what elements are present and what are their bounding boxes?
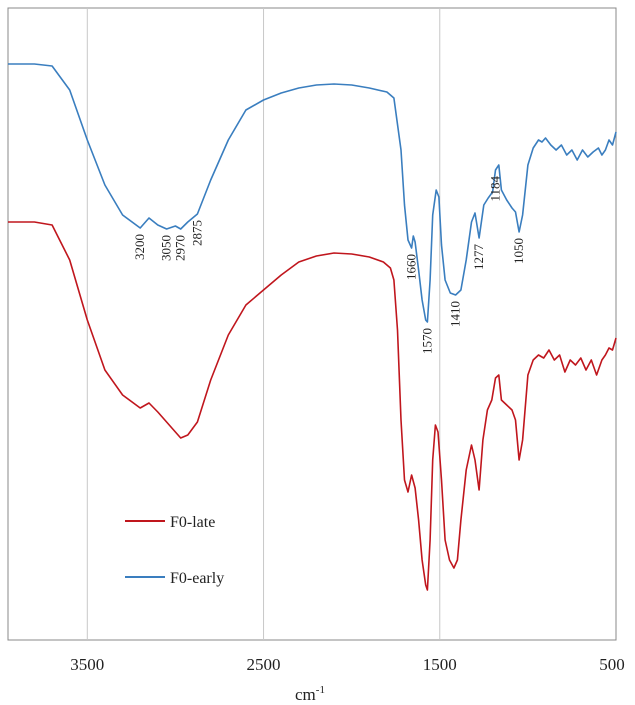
legend-label-early: F0-early [170, 570, 224, 587]
x-tick-label-3500: 3500 [70, 655, 104, 674]
peak-label-2970: 2970 [173, 235, 188, 261]
gridlines [86, 8, 441, 640]
legend: F0-late F0-early [125, 514, 224, 587]
x-tick-labels: 3500 2500 1500 500 [70, 655, 624, 674]
peak-label-1050: 1050 [511, 238, 526, 264]
peak-label-3050: 3050 [159, 235, 174, 261]
x-tick-label-1500: 1500 [423, 655, 457, 674]
x-axis-title: cm-1 [295, 684, 325, 704]
peak-label-1660: 1660 [404, 254, 419, 280]
peak-label-3200: 3200 [132, 234, 147, 260]
x-axis-title-exponent: -1 [316, 684, 325, 696]
plot-frame [7, 7, 617, 641]
legend-label-late: F0-late [170, 514, 215, 531]
series-layer [8, 63, 617, 591]
x-tick-label-2500: 2500 [247, 655, 281, 674]
peak-label-1184: 1184 [487, 176, 502, 202]
series-line-late [8, 221, 617, 591]
x-axis-title-unit: cm [295, 685, 316, 704]
peak-label-1410: 1410 [448, 301, 463, 327]
series-line-early [8, 63, 617, 323]
peak-label-2875: 2875 [189, 220, 204, 246]
peak-label-1570: 1570 [419, 328, 434, 354]
peak-label-1277: 1277 [471, 244, 486, 271]
x-tick-label-500: 500 [599, 655, 625, 674]
